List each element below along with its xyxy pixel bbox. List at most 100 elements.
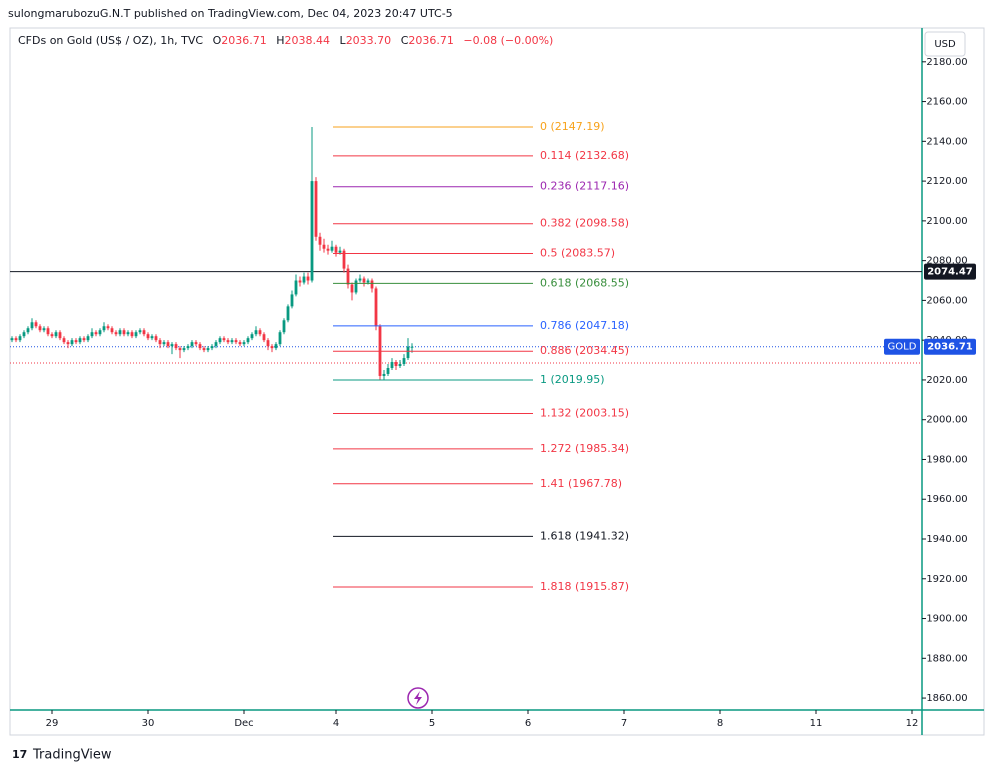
- candle-body: [258, 330, 262, 335]
- candle-body: [118, 330, 122, 335]
- candle-body: [334, 246, 338, 253]
- symbol-info: CFDs on Gold (US$ / OZ), 1h, TVC: [18, 34, 203, 47]
- candle-body: [310, 181, 314, 281]
- y-tick-label: 2080.00: [926, 256, 967, 267]
- candle-body: [62, 338, 66, 343]
- y-tick-label: 2100.00: [926, 216, 967, 227]
- candle-body: [318, 236, 322, 245]
- candle-body: [94, 332, 98, 335]
- candle-body: [402, 358, 406, 365]
- candle-body: [58, 332, 62, 339]
- currency-button[interactable]: [924, 31, 966, 57]
- candle-body: [338, 250, 342, 253]
- candle-body: [146, 334, 150, 339]
- candle-body: [138, 330, 142, 333]
- candle-body: [70, 340, 74, 345]
- candle-body: [174, 344, 178, 349]
- candle-body: [386, 368, 390, 374]
- y-tick-label: 1880.00: [926, 653, 967, 664]
- candle-body: [98, 330, 102, 335]
- candle-body: [142, 330, 146, 335]
- candle-body: [158, 340, 162, 345]
- candle-body: [238, 342, 242, 345]
- x-tick-label: 8: [717, 718, 723, 729]
- candle-body: [282, 320, 286, 333]
- candle-body: [190, 342, 194, 347]
- candle-body: [74, 340, 78, 343]
- candle-body: [266, 340, 270, 347]
- candle-body: [42, 328, 46, 331]
- price-tag: [924, 263, 976, 280]
- fib-label: 1.132 (2003.15): [540, 406, 629, 419]
- candle-body: [394, 362, 398, 367]
- candle-body: [370, 280, 374, 289]
- candle-body: [410, 346, 414, 348]
- ohlc-key: H: [276, 34, 284, 47]
- ohlc-value: 2033.70: [346, 34, 392, 47]
- ohlc-key: O: [213, 34, 222, 47]
- price-tag-label: 2074.47: [927, 267, 973, 278]
- candle-body: [90, 332, 94, 337]
- candle-body: [154, 336, 158, 341]
- x-tick-label: 6: [525, 718, 531, 729]
- currency[interactable]: USD: [934, 39, 956, 50]
- fib-label: 0.236 (2117.16): [540, 180, 629, 193]
- x-tick-label: 29: [46, 718, 59, 729]
- candle-body: [54, 332, 58, 337]
- candle-body: [202, 348, 206, 351]
- candle-body: [350, 284, 354, 293]
- y-tick-label: 1940.00: [926, 534, 967, 545]
- candle-body: [306, 276, 310, 281]
- candle-body: [246, 338, 250, 343]
- ohlc-value: 2036.71: [408, 34, 454, 47]
- candle-body: [78, 338, 82, 343]
- candle-body: [178, 348, 182, 351]
- candle-body: [134, 332, 138, 337]
- candle-body: [374, 288, 378, 327]
- candle-body: [354, 280, 358, 293]
- y-tick-label: 2120.00: [926, 176, 967, 187]
- candle-body: [102, 326, 106, 331]
- candle-body: [222, 338, 226, 341]
- publish-info: sulongmarubozuG.N.T published on Trading…: [8, 7, 453, 20]
- candle-body: [14, 338, 18, 341]
- logo-mark: 17: [12, 748, 27, 761]
- candle-body: [22, 332, 26, 337]
- last-price-label: 2036.71: [927, 342, 973, 353]
- candle-body: [206, 348, 210, 351]
- y-tick-label: 1900.00: [926, 614, 967, 625]
- candle-body: [150, 336, 154, 339]
- candle-body: [226, 340, 230, 343]
- ohlc-key: C: [401, 34, 409, 47]
- candle-body: [82, 338, 86, 341]
- candle-body: [210, 346, 214, 349]
- fib-label: 1.272 (1985.34): [540, 442, 629, 455]
- candle-body: [130, 332, 134, 337]
- x-tick-label: Dec: [234, 718, 253, 729]
- candle-body: [286, 306, 290, 321]
- fib-label: 0.618 (2068.55): [540, 276, 629, 289]
- candle-body: [162, 342, 166, 345]
- fib-label: 1.618 (1941.32): [540, 529, 629, 542]
- candle-body: [262, 334, 266, 341]
- change: −0.08 (−0.00%): [463, 34, 553, 47]
- frame: [9, 27, 985, 736]
- fib-label: 0.886 (2034.45): [540, 344, 629, 357]
- y-tick-label: 1960.00: [926, 494, 967, 505]
- fib-label: 0.114 (2132.68): [540, 149, 629, 162]
- y-tick-label: 1980.00: [926, 454, 967, 465]
- ohlc-value: 2036.71: [221, 34, 267, 47]
- candle-body: [242, 342, 246, 345]
- candle-body: [366, 280, 370, 283]
- candle-body: [346, 268, 350, 285]
- candle-body: [302, 276, 306, 283]
- y-tick-label: 2140.00: [926, 136, 967, 147]
- candle-body: [294, 280, 298, 295]
- candle-body: [382, 373, 386, 376]
- fib-label: 0.5 (2083.57): [540, 247, 615, 260]
- y-tick-label: 1860.00: [926, 693, 967, 704]
- y-tick-label: 2000.00: [926, 415, 967, 426]
- fib-label: 0 (2147.19): [540, 120, 605, 133]
- x-tick-label: 7: [621, 718, 627, 729]
- candle-body: [230, 340, 234, 343]
